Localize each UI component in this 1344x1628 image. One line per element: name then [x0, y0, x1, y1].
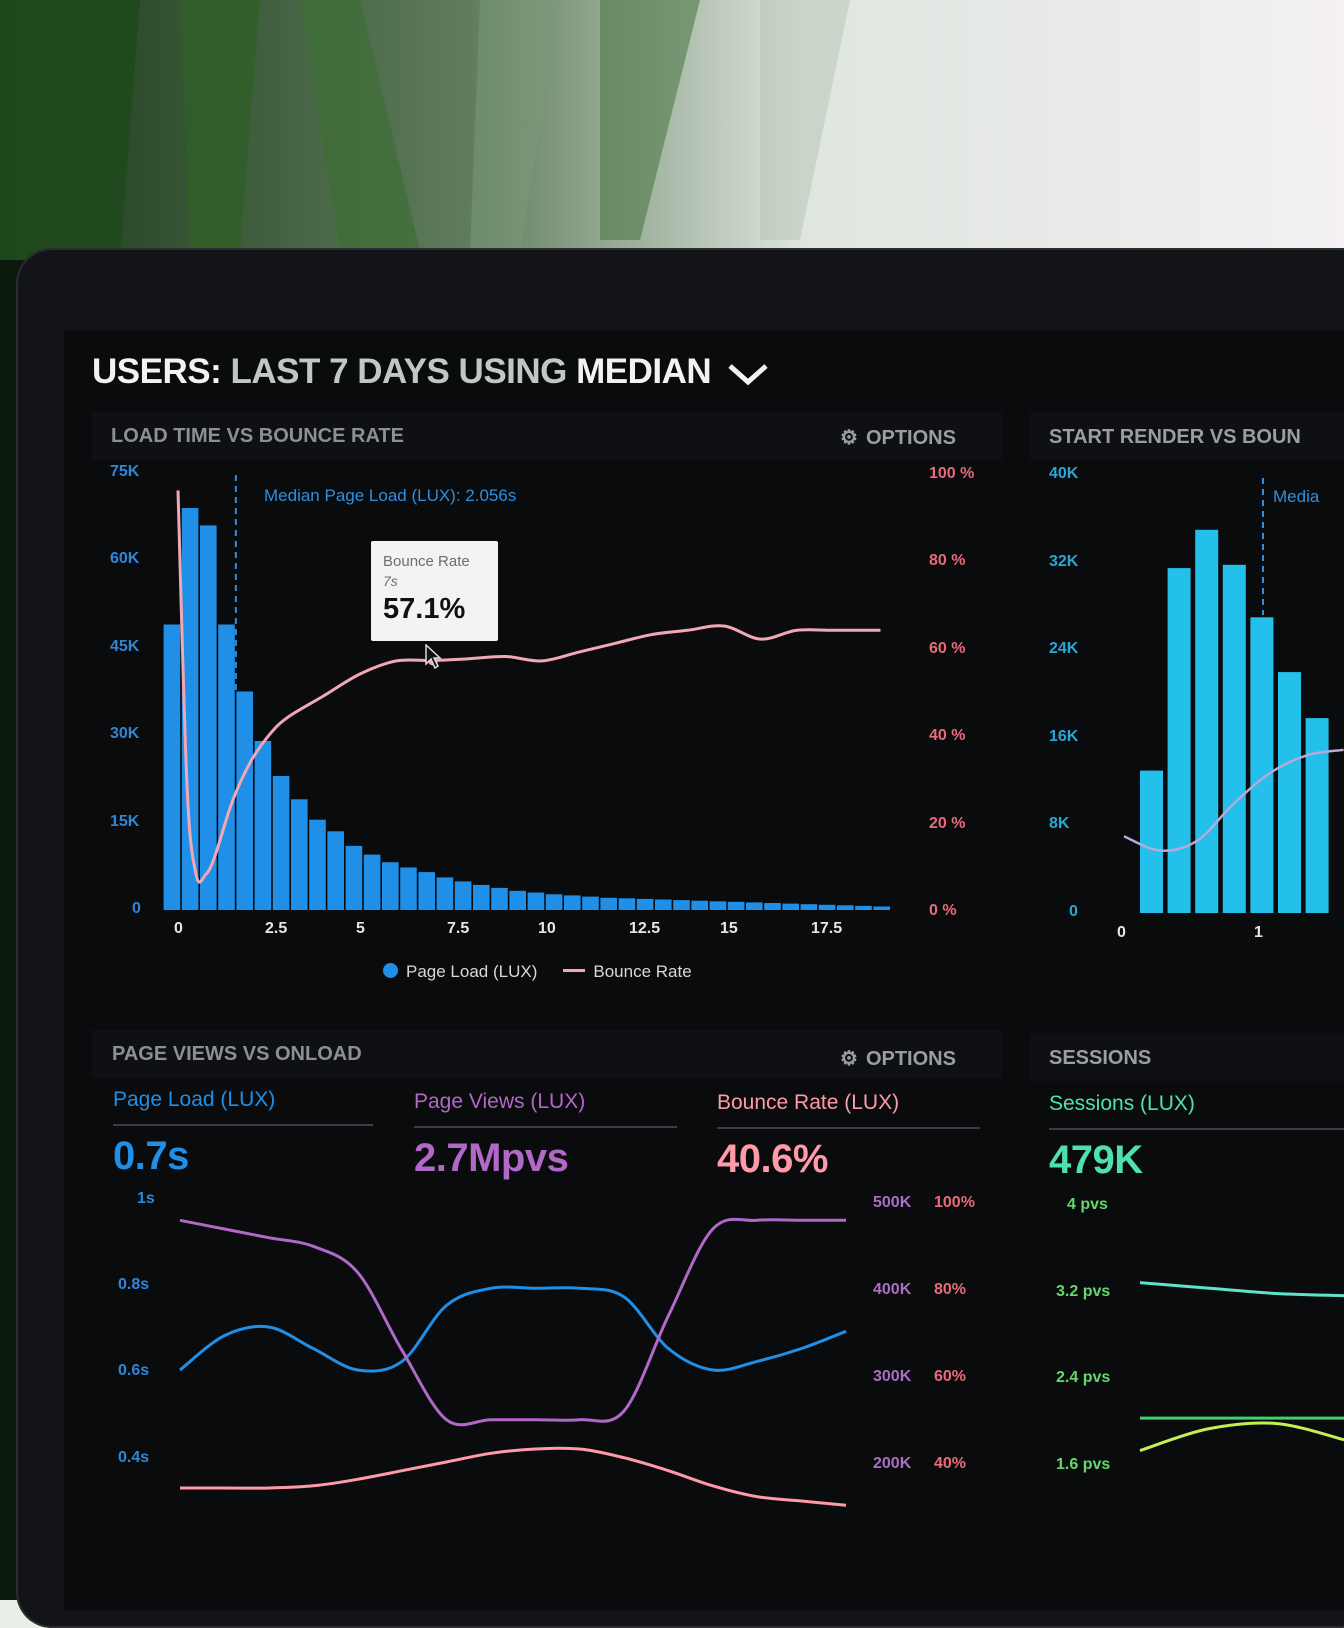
bounce-rate-tooltip: Bounce Rate 7s 57.1%	[371, 541, 498, 641]
metric-divider	[1049, 1128, 1344, 1130]
y-left-tick: 0	[132, 900, 141, 918]
median-annotation: Median Page Load (LUX): 2.056s	[264, 486, 516, 506]
y-left-tick: 45K	[110, 638, 139, 656]
y-left-tick: 24K	[1049, 640, 1078, 658]
y-right-tick: 100 %	[929, 465, 974, 483]
x-tick: 0	[1117, 924, 1126, 942]
metric-label-bounce-rate[interactable]: Bounce Rate (LUX)	[717, 1091, 899, 1115]
metric-label-sessions[interactable]: Sessions (LUX)	[1049, 1092, 1195, 1116]
y-left-tick: 1s	[137, 1190, 155, 1208]
x-tick: 5	[356, 920, 365, 938]
x-tick: 12.5	[629, 920, 660, 938]
x-tick: 10	[538, 920, 556, 938]
panel-title-page-views: PAGE VIEWS VS ONLOAD	[112, 1043, 362, 1066]
panel-title-start-render: START RENDER VS BOUN	[1049, 426, 1301, 449]
legend-bounce-rate[interactable]: Bounce Rate	[593, 962, 691, 981]
y-mid-tick: 300K	[873, 1368, 911, 1386]
tooltip-value: 57.1%	[383, 593, 465, 626]
y-right-tick: 80%	[934, 1281, 966, 1299]
dashboard-screen	[64, 330, 1344, 1610]
metric-divider	[717, 1127, 980, 1129]
legend-dash-bounce-rate	[563, 969, 585, 972]
y-left-tick: 3.2 pvs	[1056, 1283, 1110, 1301]
x-tick: 0	[174, 920, 183, 938]
chevron-down-icon[interactable]	[726, 360, 770, 388]
metric-divider	[414, 1126, 677, 1128]
metric-value-bounce-rate: 40.6%	[717, 1137, 828, 1182]
legend-dot-page-load	[383, 963, 398, 978]
x-tick: 15	[720, 920, 738, 938]
y-left-tick: 75K	[110, 463, 139, 481]
y-left-tick: 40K	[1049, 465, 1078, 483]
options-button-2[interactable]: ⚙ OPTIONS	[840, 1046, 956, 1071]
panel-title-load-vs-bounce: LOAD TIME VS BOUNCE RATE	[111, 425, 404, 448]
y-left-tick: 16K	[1049, 728, 1078, 746]
x-tick: 1	[1254, 924, 1263, 942]
y-mid-tick: 400K	[873, 1281, 911, 1299]
y-right-tick: 0 %	[929, 902, 957, 920]
y-left-tick: 0.4s	[118, 1449, 149, 1467]
y-right-tick: 20 %	[929, 815, 965, 833]
options-button[interactable]: ⚙ OPTIONS	[840, 425, 956, 450]
y-right-tick: 40 %	[929, 727, 965, 745]
y-right-tick: 100%	[934, 1194, 975, 1212]
y-left-tick: 0.6s	[118, 1362, 149, 1380]
median-annotation-2: Media	[1273, 487, 1319, 507]
method-dropdown[interactable]: MEDIAN	[576, 352, 711, 391]
x-tick: 2.5	[265, 920, 287, 938]
metric-value-page-load: 0.7s	[113, 1134, 189, 1179]
y-left-tick: 32K	[1049, 553, 1078, 571]
period-label: LAST 7 DAYS	[230, 352, 449, 391]
y-left-tick: 0.8s	[118, 1276, 149, 1294]
metric-label-page-load[interactable]: Page Load (LUX)	[113, 1088, 275, 1112]
gear-icon: ⚙	[840, 1048, 858, 1070]
gear-icon: ⚙	[840, 427, 858, 449]
panel-title-sessions: SESSIONS	[1049, 1047, 1151, 1070]
y-right-tick: 80 %	[929, 552, 965, 570]
y-right-tick: 60%	[934, 1368, 966, 1386]
y-left-tick: 1.6 pvs	[1056, 1456, 1110, 1474]
options-label-2: OPTIONS	[866, 1048, 956, 1070]
y-left-tick: 4 pvs	[1067, 1196, 1108, 1214]
metric-value-page-views: 2.7Mpvs	[414, 1136, 568, 1181]
x-tick: 17.5	[811, 920, 842, 938]
page-title[interactable]: USERS: LAST 7 DAYS USING MEDIAN	[92, 352, 770, 392]
chart-legend: Page Load (LUX) Bounce Rate	[383, 962, 692, 982]
x-tick: 7.5	[447, 920, 469, 938]
y-left-tick: 15K	[110, 813, 139, 831]
tooltip-x: 7s	[383, 573, 398, 589]
y-mid-tick: 500K	[873, 1194, 911, 1212]
metric-value-sessions: 479K	[1049, 1138, 1143, 1183]
y-mid-tick: 200K	[873, 1455, 911, 1473]
y-left-tick: 30K	[110, 725, 139, 743]
y-left-tick: 2.4 pvs	[1056, 1369, 1110, 1387]
y-left-tick: 0	[1069, 903, 1078, 921]
using-label: USING	[459, 352, 567, 391]
legend-page-load[interactable]: Page Load (LUX)	[406, 962, 537, 981]
users-label: USERS:	[92, 352, 221, 391]
y-left-tick: 60K	[110, 550, 139, 568]
y-right-tick: 40%	[934, 1455, 966, 1473]
mouse-cursor-icon	[424, 644, 442, 670]
y-right-tick: 60 %	[929, 640, 965, 658]
y-left-tick: 8K	[1049, 815, 1069, 833]
tooltip-title: Bounce Rate	[383, 553, 470, 570]
options-label: OPTIONS	[866, 427, 956, 449]
metric-divider	[113, 1124, 373, 1126]
metric-label-page-views[interactable]: Page Views (LUX)	[414, 1090, 585, 1114]
